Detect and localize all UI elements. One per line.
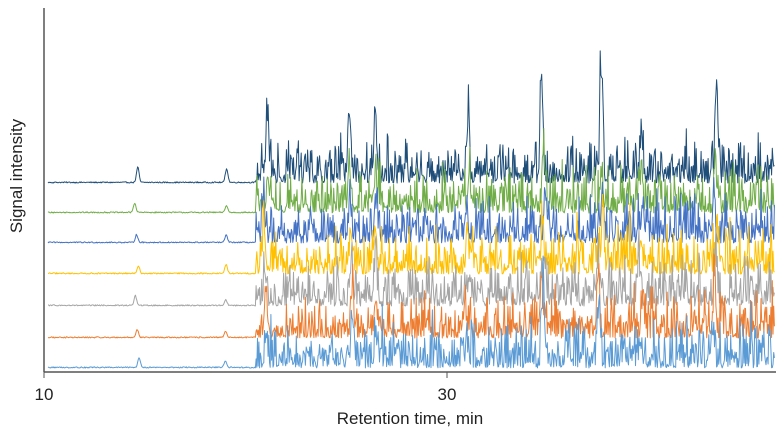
- trace-group: [47, 50, 775, 369]
- series-line: [48, 193, 775, 275]
- x-tick-group: 1030507090110: [35, 372, 457, 404]
- series-line: [47, 50, 775, 184]
- x-tick-label: 30: [438, 385, 457, 404]
- series-line: [47, 127, 775, 214]
- series-line: [47, 227, 775, 307]
- series-line: [47, 256, 775, 369]
- x-axis-title: Retention time, min: [337, 409, 483, 428]
- series-line: [47, 176, 775, 244]
- y-axis-title: Signal intensity: [7, 118, 26, 233]
- x-tick-label: 10: [35, 385, 54, 404]
